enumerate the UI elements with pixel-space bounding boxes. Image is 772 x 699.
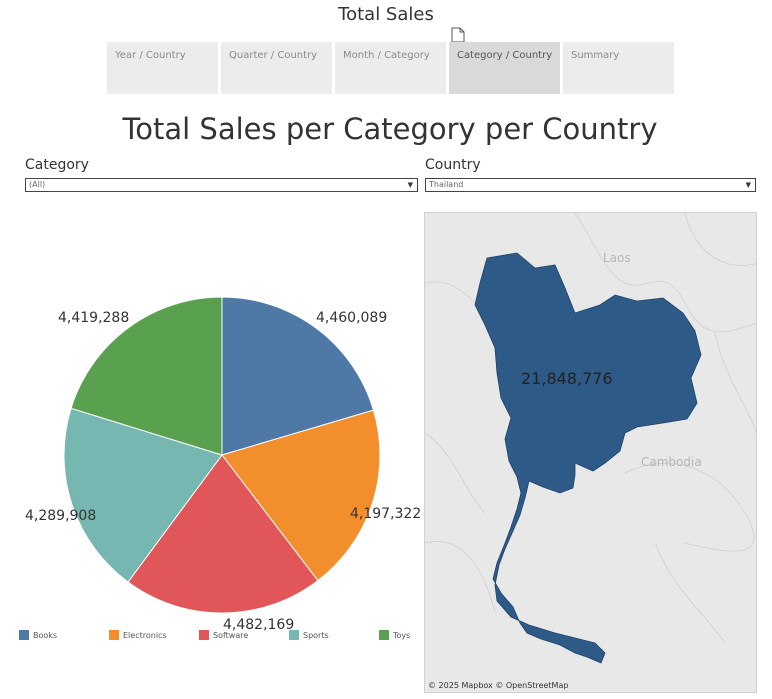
- tab-quarter-country[interactable]: Quarter / Country: [221, 42, 332, 94]
- tab-year-country[interactable]: Year / Country: [107, 42, 218, 94]
- legend-label: Sports: [303, 630, 329, 640]
- map-attribution: © 2025 Mapbox © OpenStreetMap: [428, 681, 569, 690]
- tab-bar: Year / Country Quarter / Country Month /…: [107, 42, 677, 94]
- document-icon[interactable]: [451, 27, 465, 43]
- legend-swatch: [199, 630, 209, 640]
- pie-slice-electronics[interactable]: [221, 409, 381, 582]
- country-filter-label: Country: [425, 157, 481, 173]
- pie-data-label-books: 4,460,089: [316, 310, 388, 326]
- map-total-label: 21,848,776: [521, 369, 613, 388]
- pie-slice-toys[interactable]: [70, 296, 223, 456]
- legend-swatch: [289, 630, 299, 640]
- legend-swatch: [19, 630, 29, 640]
- top-title: Total Sales: [338, 4, 434, 25]
- thailand-region[interactable]: [474, 252, 702, 664]
- tab-month-category[interactable]: Month / Category: [335, 42, 446, 94]
- country-map[interactable]: 21,848,776 Laos Cambodia © 2025 Mapbox ©…: [424, 212, 757, 693]
- category-filter-select[interactable]: (All) ▼: [25, 178, 418, 192]
- pie-data-label-toys: 4,419,288: [58, 310, 130, 326]
- pie-slice-books[interactable]: [221, 296, 375, 456]
- dashboard-title: Total Sales per Category per Country: [122, 112, 658, 146]
- pie-chart-svg: [63, 296, 381, 614]
- pie-legend: Books Electronics Software Sports Toys: [0, 630, 430, 644]
- map-label-cambodia: Cambodia: [641, 455, 702, 469]
- pie-slice-software[interactable]: [127, 454, 319, 614]
- country-filter-select[interactable]: Thailand ▼: [425, 178, 756, 192]
- tab-summary[interactable]: Summary: [563, 42, 674, 94]
- legend-label: Electronics: [123, 630, 167, 640]
- pie-data-label-electronics: 4,197,322: [350, 506, 422, 522]
- pie-data-label-software: 4,482,169: [223, 617, 295, 633]
- category-filter-label: Category: [25, 157, 89, 173]
- legend-item-books[interactable]: Books: [19, 630, 57, 640]
- legend-swatch: [109, 630, 119, 640]
- legend-swatch: [379, 630, 389, 640]
- legend-label: Toys: [393, 630, 411, 640]
- legend-item-electronics[interactable]: Electronics: [109, 630, 167, 640]
- legend-label: Software: [213, 630, 249, 640]
- category-filter-value: (All): [29, 180, 46, 189]
- dropdown-arrow-icon: ▼: [745, 181, 751, 189]
- legend-label: Books: [33, 630, 58, 640]
- map-svg: [425, 213, 756, 664]
- tab-category-country[interactable]: Category / Country: [449, 42, 560, 94]
- pie-slice-sports[interactable]: [63, 407, 223, 583]
- country-filter-value: Thailand: [429, 180, 464, 189]
- legend-item-toys[interactable]: Toys: [379, 630, 410, 640]
- legend-item-software[interactable]: Software: [199, 630, 248, 640]
- legend-item-sports[interactable]: Sports: [289, 630, 329, 640]
- map-label-laos: Laos: [603, 251, 631, 265]
- pie-chart: 4,460,089 4,197,322 4,482,169 4,289,908 4,41…: [0, 200, 422, 650]
- dropdown-arrow-icon: ▼: [407, 181, 413, 189]
- pie-data-label-sports: 4,289,908: [25, 508, 97, 524]
